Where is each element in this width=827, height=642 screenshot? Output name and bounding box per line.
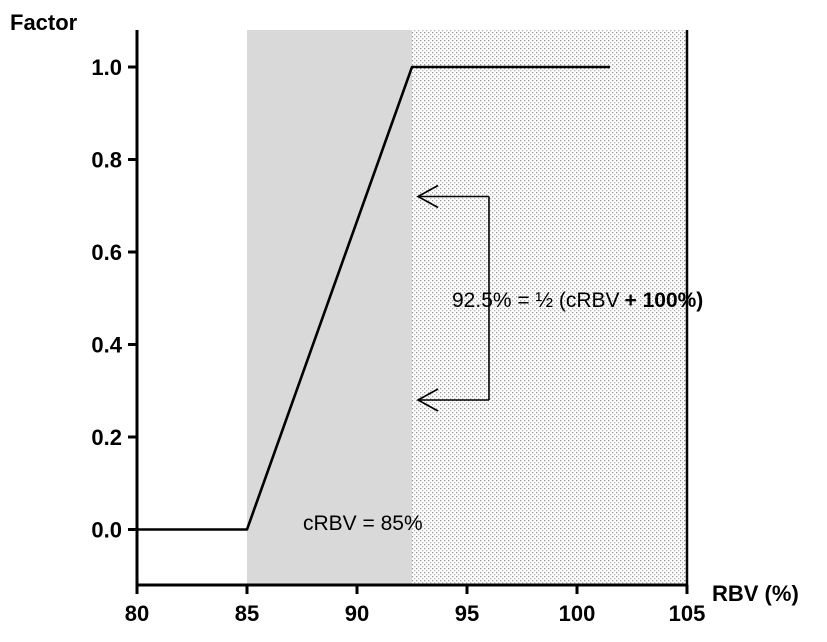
formula-label: 92.5% = ½ (cRBV + 100%) <box>452 289 703 312</box>
x-axis-title: RBV (%) <box>712 581 799 606</box>
y-tick-label: 0.4 <box>91 333 122 358</box>
gray-region <box>247 30 412 585</box>
x-tick-label: 100 <box>559 601 596 626</box>
y-tick-label: 0.8 <box>91 148 122 173</box>
annotations <box>416 184 490 412</box>
formula-text-bold: + 100%) <box>625 289 704 312</box>
y-tick-label: 0.6 <box>91 240 122 265</box>
axes: 0.0 0.2 0.4 0.6 0.8 1.0 80 85 90 95 100 105 <box>91 30 705 626</box>
y-tick-label: 0.0 <box>91 518 122 543</box>
x-tick-label: 90 <box>345 601 369 626</box>
shaded-regions <box>247 30 687 585</box>
x-tick-label: 105 <box>669 601 706 626</box>
x-tick-label: 85 <box>235 601 259 626</box>
dotted-region <box>412 30 687 585</box>
arrow-head <box>416 388 439 412</box>
y-tick-label: 0.2 <box>91 425 122 450</box>
factor-line <box>137 65 610 531</box>
x-tick-label: 80 <box>125 601 149 626</box>
formula-text-normal: 92.5% = ½ (cRBV <box>452 289 620 312</box>
x-tick-label: 95 <box>455 601 479 626</box>
arrow-head <box>416 184 439 209</box>
y-tick-label: 1.0 <box>91 55 122 80</box>
series-group <box>137 65 610 531</box>
crbv-label: cRBV = 85% <box>303 512 423 535</box>
y-axis-title: Factor <box>10 10 78 35</box>
